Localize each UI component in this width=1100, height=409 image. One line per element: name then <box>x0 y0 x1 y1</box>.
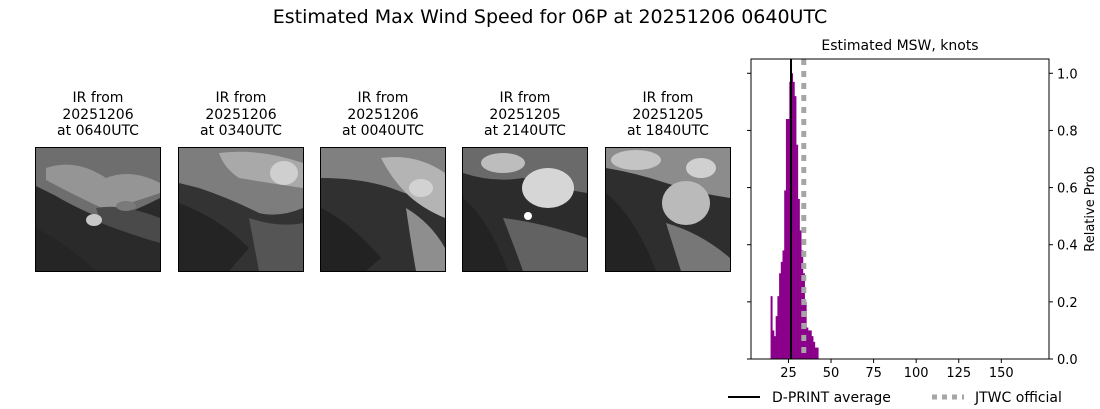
histogram-bar <box>814 347 817 359</box>
y-axis-label: Relative Prob <box>1083 166 1098 251</box>
ir-caption-line1: IR from <box>215 90 267 106</box>
ir-image-graphic <box>606 148 730 271</box>
ir-image-graphic <box>321 148 445 271</box>
ir-caption-time: at 1840UTC <box>627 123 709 139</box>
histogram-bar <box>794 96 797 359</box>
histogram-bar <box>784 190 787 359</box>
ir-caption-time: at 0340UTC <box>200 123 282 139</box>
histogram-bar <box>772 330 775 359</box>
ir-caption-date: 20251206 <box>62 106 134 123</box>
ir-caption-line1: IR from <box>642 90 694 106</box>
ir-caption: IR from 20251206 at 0040UTC <box>300 90 466 140</box>
ir-caption-time: at 0640UTC <box>57 123 139 139</box>
histogram-bar <box>775 316 778 359</box>
ir-caption-time: at 2140UTC <box>484 123 566 139</box>
ir-caption-line1: IR from <box>72 90 124 106</box>
ir-caption-line1: IR from <box>357 90 409 106</box>
ir-caption: IR from 20251205 at 2140UTC <box>442 90 608 140</box>
y-tick-label: 1.0 <box>1057 67 1078 82</box>
histogram-bar <box>804 301 807 359</box>
histogram-bar <box>797 199 800 359</box>
ir-satellite-image <box>605 147 731 272</box>
histogram-bar <box>799 230 802 359</box>
x-tick-label: 125 <box>946 366 971 381</box>
ir-caption: IR from 20251206 at 0340UTC <box>158 90 324 140</box>
histogram-bar <box>779 273 782 359</box>
ir-image-graphic <box>179 148 303 271</box>
ir-caption: IR from 20251206 at 0640UTC <box>15 90 181 140</box>
histogram-bar <box>791 73 794 359</box>
ir-caption-date: 20251206 <box>347 106 419 123</box>
plot-frame <box>750 58 1050 360</box>
ir-caption-date: 20251205 <box>632 106 704 123</box>
page-title: Estimated Max Wind Speed for 06P at 2025… <box>272 6 828 28</box>
ir-image-graphic <box>36 148 160 271</box>
histogram-bar <box>816 347 819 359</box>
ir-caption-time: at 0040UTC <box>342 123 424 139</box>
histogram-bar <box>811 336 814 359</box>
ir-caption-line1: IR from <box>499 90 551 106</box>
histogram-bar <box>813 341 816 359</box>
histogram-bar <box>809 330 812 359</box>
histogram-bar <box>773 336 776 359</box>
histogram-bar <box>808 330 811 359</box>
y-tick-label: 0.2 <box>1057 296 1078 311</box>
ir-caption-date: 20251206 <box>205 106 277 123</box>
reference-lines <box>790 59 807 359</box>
chart-title: Estimated MSW, knots <box>821 38 978 54</box>
y-tick-label: 0.4 <box>1057 239 1078 254</box>
histogram-bar <box>780 261 783 359</box>
histogram-bar <box>785 119 788 359</box>
bars-layer <box>770 73 819 360</box>
x-tick-label: 50 <box>823 366 840 381</box>
x-tick-label: 75 <box>865 366 882 381</box>
legend: D-PRINT average JTWC official <box>728 390 1062 406</box>
x-tick-label: 150 <box>989 366 1014 381</box>
ir-satellite-image <box>320 147 446 272</box>
y-tick-label: 0.6 <box>1057 182 1078 197</box>
y-tick-label: 0.0 <box>1057 353 1078 368</box>
y-tick-label: 0.8 <box>1057 124 1078 139</box>
ir-satellite-image <box>178 147 304 272</box>
x-axis: 25 50 75 100 125 150 <box>780 359 1014 381</box>
histogram-bar <box>777 296 780 359</box>
histogram-bar <box>796 144 799 359</box>
x-tick-label: 100 <box>904 366 929 381</box>
ir-satellite-image <box>35 147 161 272</box>
histogram-bar <box>806 327 809 359</box>
ir-caption-date: 20251205 <box>489 106 561 123</box>
ir-satellite-image <box>462 147 588 272</box>
legend-dprint-label: D-PRINT average <box>772 390 891 406</box>
histogram-bar <box>787 119 790 359</box>
histogram-bar <box>792 81 795 360</box>
histogram-bar <box>782 250 785 359</box>
y-axis: 0.0 0.2 0.4 0.6 0.8 1.0 <box>747 67 1078 368</box>
histogram-bar <box>770 296 773 359</box>
x-tick-label: 25 <box>780 366 797 381</box>
ir-image-graphic <box>463 148 587 271</box>
ir-caption: IR from 20251205 at 1840UTC <box>585 90 751 140</box>
legend-jtwc-label: JTWC official <box>974 390 1062 406</box>
